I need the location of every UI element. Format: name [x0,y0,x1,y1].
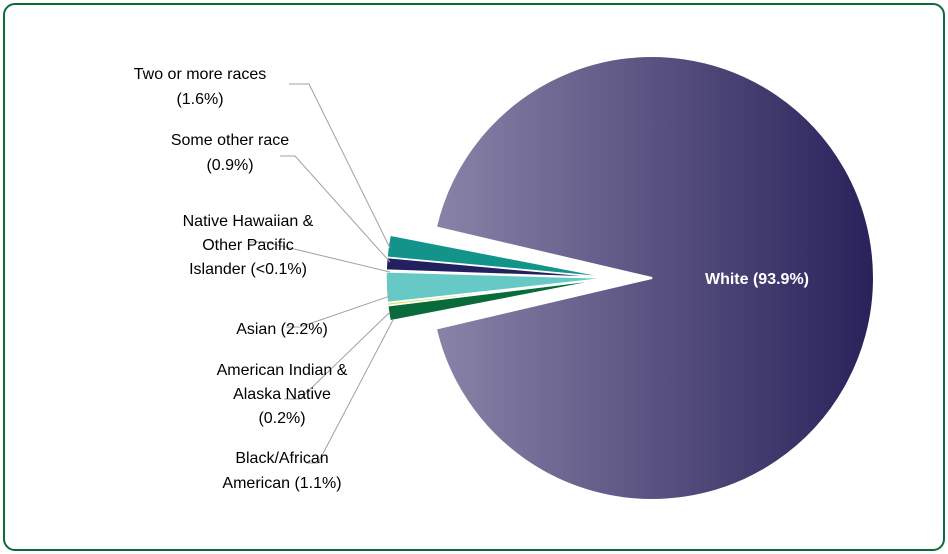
pie-slices [385,55,875,501]
leader-lines [250,83,394,464]
leader-line [250,241,391,273]
slice-labels: White (93.9%) Black/African American (1.1%… [134,66,809,492]
leader-line [286,295,391,328]
slice-label-black-african-american: Black/African American (1.1%) [222,450,341,492]
pie-slice-two-or-more-races [386,234,609,279]
leader-line [284,311,391,400]
slice-label-asian: Asian (2.2%) [236,321,328,338]
slice-label-two-or-more-races: Two or more races (1.6%) [134,66,266,108]
slice-label-american-indian-alaska-native: American Indian & Alaska Native (0.2%) [217,362,348,427]
slice-label-white: White (93.9%) [705,271,809,288]
slice-label-native-hawaiian-other-pacific-islander: Native Hawaiian & Other Pacific Islander (… [183,213,314,278]
leader-line [280,155,391,263]
leader-line [289,83,391,249]
pie-slice-white [434,55,875,501]
slice-label-some-other-race: Some other race (0.9%) [171,132,289,174]
leader-line [306,319,394,464]
